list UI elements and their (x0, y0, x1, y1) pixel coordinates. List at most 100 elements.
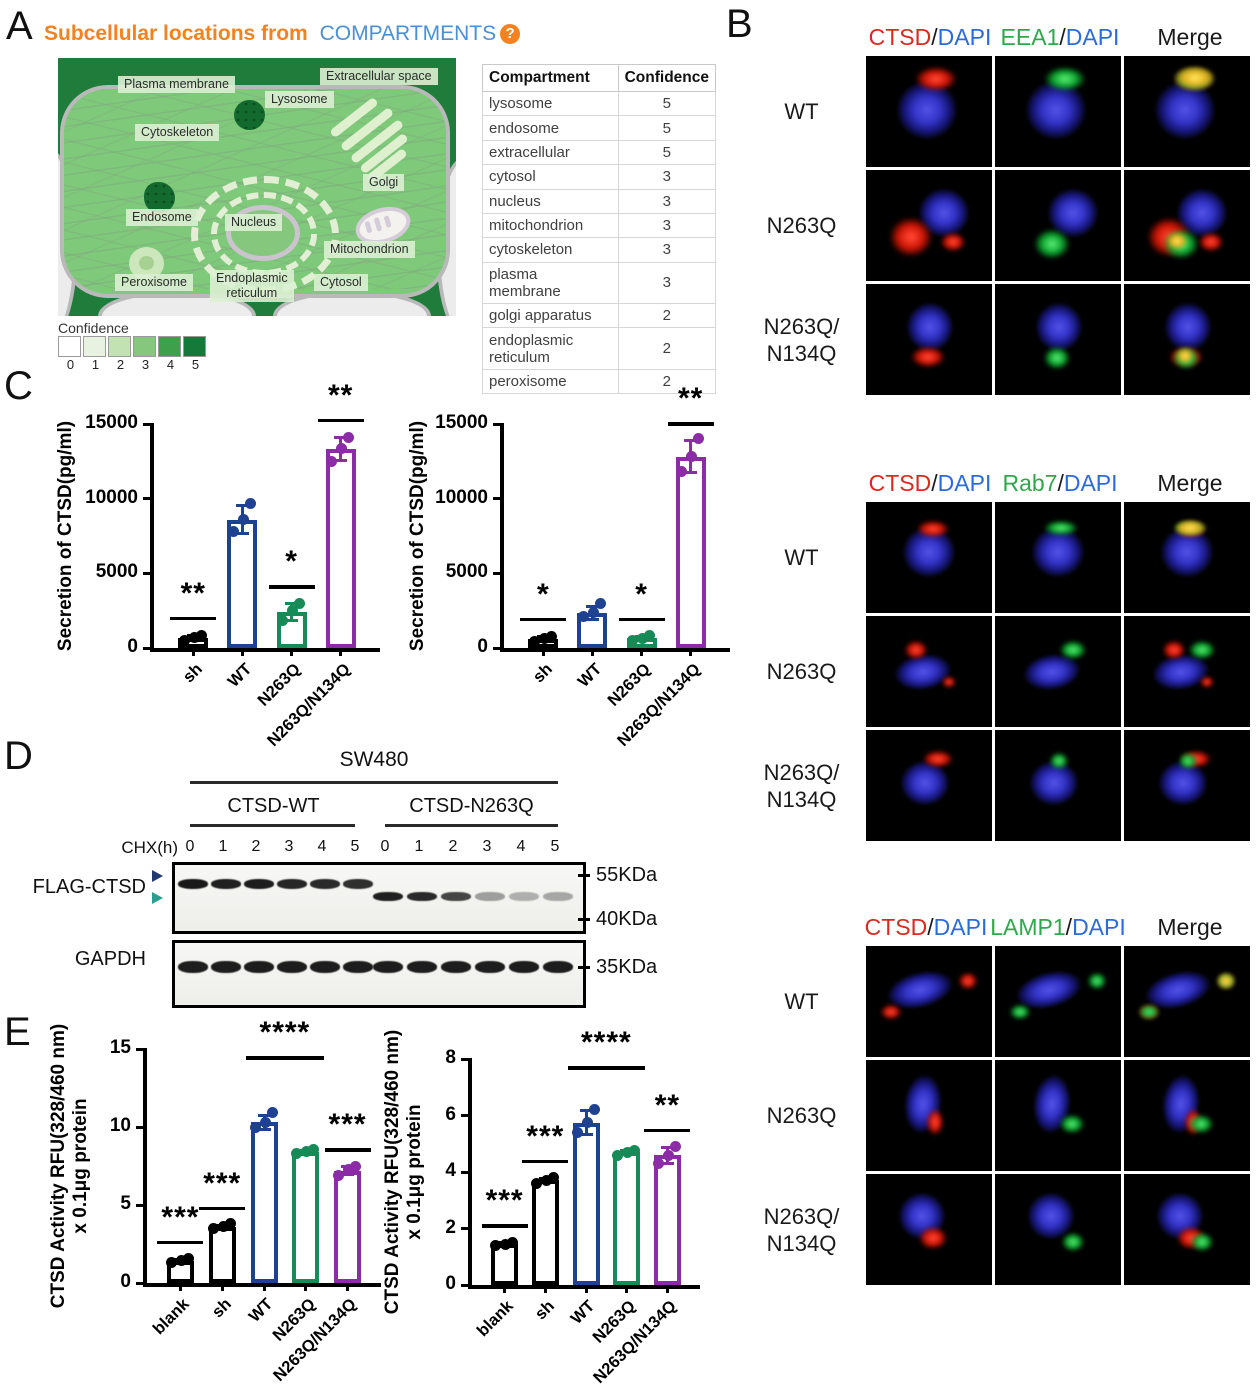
stain-signal (904, 640, 928, 660)
protein-band (475, 892, 505, 901)
significance-stars: * (285, 545, 298, 579)
data-point (291, 1148, 303, 1160)
col-header-confidence[interactable]: Confidence (617, 64, 717, 92)
confidence-legend: Confidence 0 1 2 3 4 5 (58, 320, 208, 372)
stain-signal (1059, 1114, 1085, 1134)
data-point (326, 455, 338, 467)
data-point (686, 451, 698, 463)
significance-stars: ** (180, 576, 206, 610)
chart-activity-right: 0 2 4 6 8 *** blank *** sh WT N263Q ** N263Q/N134Q **… (445, 1026, 700, 1387)
y-tick-mark (143, 422, 154, 426)
significance-stars: ** (678, 382, 704, 416)
condition-label: N263Q/ N134Q (763, 313, 840, 366)
significance-stars: *** (203, 1166, 242, 1200)
help-icon[interactable]: ? (500, 24, 521, 44)
error-cap (334, 458, 348, 462)
significance-line (520, 617, 567, 622)
stain-signal (1138, 1004, 1160, 1020)
y-axis-title-text: Secretion of CTSD(pg/ml) (55, 420, 76, 652)
comparison-stars: **** (259, 1016, 311, 1050)
micrograph (1124, 56, 1250, 167)
table-row[interactable]: peroxisome 2 (482, 368, 717, 395)
y-tick-mark (136, 1047, 147, 1051)
legend-swatch (58, 336, 81, 357)
stain-ctsd: CTSD (868, 24, 932, 50)
col-header-compartment[interactable]: Compartment (482, 64, 619, 92)
stain-dapi: DAPI (1072, 914, 1126, 940)
table-row[interactable]: cytosol 3 (482, 164, 717, 190)
bar (675, 456, 706, 648)
data-point (336, 443, 348, 455)
significance-line (522, 1159, 569, 1164)
x-tick-mark (304, 1283, 308, 1291)
title-compartments-link[interactable]: COMPARTMENTS (319, 22, 497, 45)
micrograph (866, 284, 992, 395)
data-point (333, 1169, 345, 1181)
data-point (277, 614, 289, 626)
stain-signal (1198, 232, 1224, 252)
stain-dapi: DAPI (937, 470, 992, 496)
micrograph-row: N263Q (740, 616, 1258, 727)
table-row[interactable]: endosome 5 (482, 115, 717, 141)
table-row[interactable]: lysosome 5 (482, 90, 717, 117)
y-tick-label: 10000 (435, 486, 488, 508)
table-row[interactable]: mitochondrion 3 (482, 212, 717, 239)
y-tick-mark (136, 1125, 147, 1129)
label-endoplasmic-reticulum: Endoplasmic reticulum (210, 270, 294, 302)
data-point (547, 1172, 559, 1184)
table-row[interactable]: cytoskeleton 3 (482, 237, 717, 263)
error-cap (257, 1128, 271, 1132)
condition-label: N263Q/ N134Q (763, 759, 840, 812)
confidence-values: 0 1 2 3 4 5 (58, 357, 208, 372)
bar (325, 448, 356, 648)
data-point (294, 598, 306, 610)
micrograph (1124, 1174, 1250, 1285)
slash: / (931, 24, 938, 50)
confidence-cell: 3 (617, 237, 717, 263)
y-tick-mark (461, 1057, 472, 1061)
legend-value: 2 (116, 357, 125, 372)
label-lysosome: Lysosome (265, 91, 334, 108)
data-point (249, 1121, 261, 1133)
y-tick-label: 15000 (85, 412, 138, 433)
table-row[interactable]: golgi apparatus 2 (482, 302, 717, 329)
compartment-cell: cytosol (482, 164, 619, 190)
chart-secretion-left: 0 5000 10000 15000 ** sh WT * N263Q ** N263Q/N134Q (85, 379, 380, 750)
label-mitochondrion: Mitochondrion (324, 241, 415, 258)
panel-label-d: D (4, 734, 33, 778)
y-tick-label: 6 (445, 1103, 456, 1125)
micrograph (866, 502, 992, 613)
bar (227, 519, 258, 648)
micrograph (866, 946, 992, 1057)
y-tick-mark (461, 1283, 472, 1287)
x-tick-mark (543, 1285, 547, 1293)
significance-stars: *** (161, 1200, 200, 1234)
micrograph (1124, 946, 1250, 1057)
stain-signal (1043, 346, 1071, 370)
legend-value: 5 (191, 357, 200, 372)
micrograph (995, 946, 1121, 1057)
x-tick-mark (503, 1285, 507, 1293)
micrograph-row: N263Q/ N134Q (740, 730, 1258, 841)
table-row[interactable]: extracellular 5 (482, 139, 717, 166)
significance-line (157, 1240, 204, 1245)
table-row[interactable]: plasma membrane 3 (482, 261, 717, 305)
error-cap (684, 471, 698, 475)
y-tick-label: 5 (120, 1193, 131, 1214)
compartment-cell: plasma membrane (482, 261, 619, 305)
lane-number: 2 (251, 838, 261, 855)
title-orange-text: Subcellular locations from (44, 22, 308, 45)
table-row[interactable]: endoplasmic reticulum 2 (482, 327, 717, 370)
micrograph-row: N263Q/ N134Q (740, 284, 1258, 395)
data-point (581, 1117, 593, 1129)
confidence-cell: 5 (617, 90, 717, 117)
confidence-cell: 3 (617, 188, 717, 214)
data-point (165, 1257, 177, 1269)
confidence-cell: 5 (617, 115, 717, 141)
confidence-cell: 3 (617, 164, 717, 190)
significance-line (667, 422, 714, 426)
micrograph (1124, 284, 1250, 395)
stain-signal (1218, 974, 1234, 988)
legend-value: 0 (66, 357, 75, 372)
table-row[interactable]: nucleus 3 (482, 188, 717, 214)
